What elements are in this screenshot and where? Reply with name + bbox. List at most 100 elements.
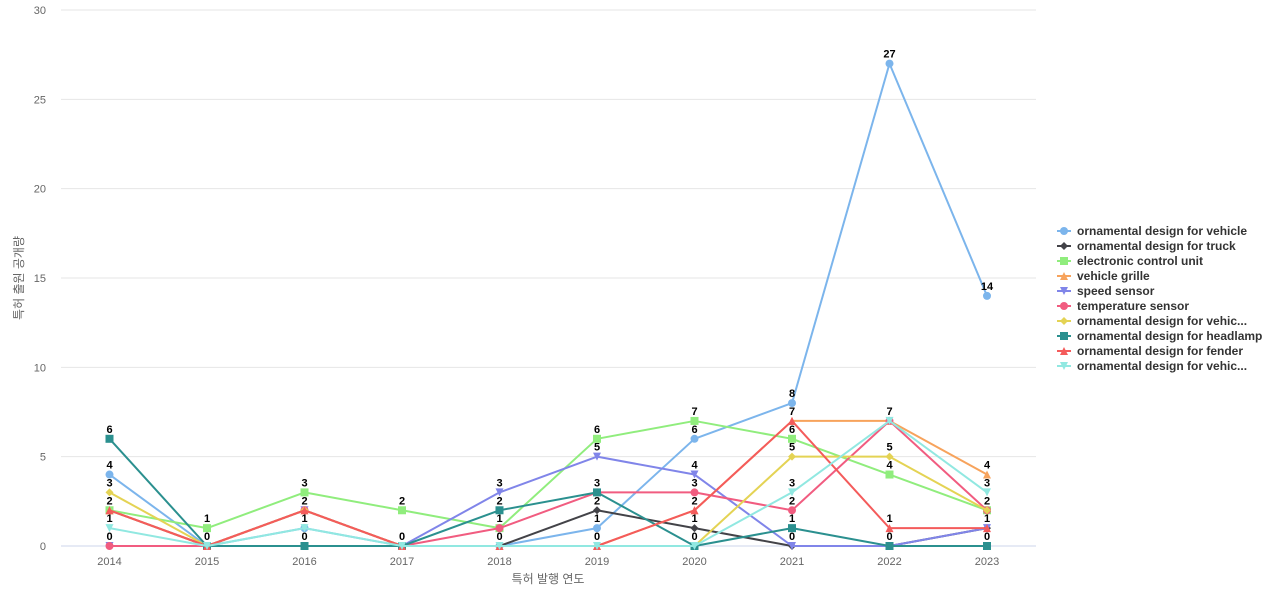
data-point[interactable] <box>885 416 894 425</box>
data-label: 2 <box>496 495 502 507</box>
data-label: 2 <box>399 495 405 507</box>
data-label: 1 <box>984 513 990 525</box>
data-point[interactable] <box>398 506 406 515</box>
data-point[interactable] <box>690 506 699 515</box>
data-label: 14 <box>981 281 994 293</box>
data-point[interactable] <box>300 506 309 515</box>
series-line[interactable] <box>108 419 988 547</box>
data-point[interactable] <box>983 542 991 550</box>
data-point[interactable] <box>105 434 114 443</box>
legend-item[interactable]: ornamental design for fender <box>1057 344 1243 358</box>
data-point[interactable] <box>885 452 894 461</box>
data-point[interactable] <box>105 470 114 479</box>
data-label: 2 <box>789 495 795 507</box>
data-point[interactable] <box>788 416 796 425</box>
data-point[interactable] <box>300 524 309 533</box>
data-point[interactable] <box>203 524 211 533</box>
data-point[interactable] <box>593 506 601 515</box>
data-point[interactable] <box>593 452 601 461</box>
data-label: 1 <box>204 513 210 525</box>
legend-marker <box>1060 257 1068 265</box>
data-point[interactable] <box>495 488 504 497</box>
data-point[interactable] <box>788 399 796 408</box>
data-point[interactable] <box>593 524 601 533</box>
data-point[interactable] <box>983 291 991 300</box>
x-tick-label: 2019 <box>585 556 609 568</box>
y-tick-label: 30 <box>34 5 46 17</box>
data-point[interactable] <box>885 59 894 68</box>
data-point[interactable] <box>593 434 601 443</box>
series-line[interactable] <box>108 437 988 547</box>
y-axis-title: 특허 출원 공개량 <box>12 236 26 320</box>
data-label: 1 <box>789 513 795 525</box>
data-point[interactable] <box>788 506 796 515</box>
data-point[interactable] <box>788 434 796 443</box>
legend-marker <box>1060 332 1068 340</box>
x-tick-label: 2016 <box>292 556 316 568</box>
legend-item[interactable]: vehicle grille <box>1057 269 1150 283</box>
data-point[interactable] <box>495 524 504 533</box>
legend-marker <box>1060 287 1068 295</box>
data-label: 1 <box>691 513 697 525</box>
data-label: 7 <box>886 406 892 418</box>
legend-marker <box>1060 302 1068 310</box>
data-point[interactable] <box>983 506 991 515</box>
data-label: 0 <box>594 531 600 543</box>
data-point[interactable] <box>398 542 406 550</box>
legend-item[interactable]: electronic control unit <box>1057 254 1203 268</box>
data-label: 6 <box>594 424 600 436</box>
data-label: 0 <box>106 531 112 543</box>
data-point[interactable] <box>593 488 601 497</box>
data-label: 0 <box>691 531 697 543</box>
data-point[interactable] <box>885 542 894 550</box>
data-point[interactable] <box>495 506 504 515</box>
legend: ornamental design for vehicleornamental … <box>1057 224 1262 373</box>
data-label: 0 <box>984 531 990 543</box>
legend-item[interactable]: speed sensor <box>1057 284 1155 298</box>
data-point[interactable] <box>203 542 211 550</box>
data-point[interactable] <box>690 434 699 443</box>
data-label: 0 <box>204 531 210 543</box>
data-label: 4 <box>106 460 113 472</box>
data-point[interactable] <box>983 470 991 479</box>
x-tick-label: 2021 <box>780 556 804 568</box>
data-point[interactable] <box>690 416 699 425</box>
data-label: 4 <box>886 460 893 472</box>
data-point[interactable] <box>690 470 699 479</box>
data-point[interactable] <box>300 542 309 550</box>
data-point[interactable] <box>105 506 114 515</box>
legend-label: ornamental design for truck <box>1077 239 1236 253</box>
data-point[interactable] <box>788 524 796 533</box>
data-point[interactable] <box>885 470 894 479</box>
data-point[interactable] <box>983 488 991 497</box>
data-point[interactable] <box>105 524 114 533</box>
legend-item[interactable]: temperature sensor <box>1057 299 1189 313</box>
data-label: 3 <box>106 477 112 489</box>
data-point[interactable] <box>105 488 114 497</box>
legend-item[interactable]: ornamental design for vehicle <box>1057 224 1247 238</box>
data-point[interactable] <box>788 452 796 461</box>
data-point[interactable] <box>593 542 601 550</box>
data-label: 1 <box>594 513 600 525</box>
legend-label: ornamental design for vehic... <box>1077 314 1247 328</box>
data-label: 3 <box>984 477 990 489</box>
legend-label: ornamental design for fender <box>1077 344 1243 358</box>
data-label: 4 <box>691 460 698 472</box>
data-point[interactable] <box>690 488 699 497</box>
series-9 <box>105 416 991 550</box>
data-point[interactable] <box>495 542 504 550</box>
series-1 <box>105 506 991 550</box>
data-point[interactable] <box>788 542 796 550</box>
data-point[interactable] <box>690 542 699 550</box>
data-point[interactable] <box>690 524 699 533</box>
legend-item[interactable]: ornamental design for truck <box>1057 239 1236 253</box>
legend-item[interactable]: ornamental design for headlamp <box>1057 329 1262 343</box>
data-point[interactable] <box>983 524 991 533</box>
legend-item[interactable]: ornamental design for vehic... <box>1057 314 1247 328</box>
data-point[interactable] <box>105 542 114 550</box>
data-point[interactable] <box>300 488 309 497</box>
data-point[interactable] <box>885 524 894 533</box>
legend-item[interactable]: ornamental design for vehic... <box>1057 359 1247 373</box>
data-point[interactable] <box>788 488 796 497</box>
